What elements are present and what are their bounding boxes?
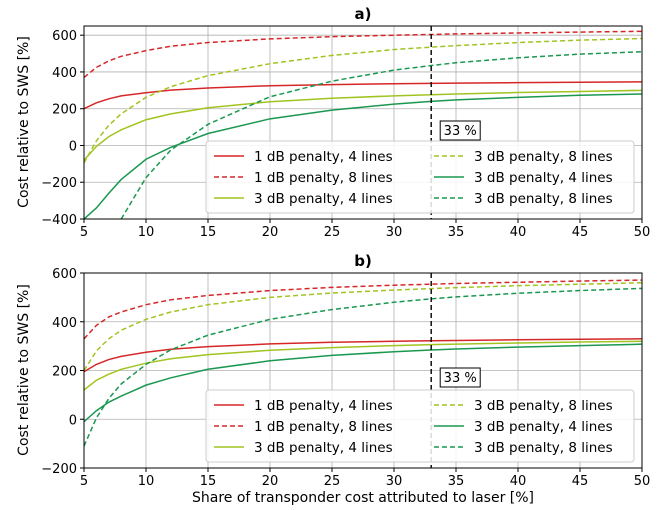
legend-label-5: 3 dB penalty, 4 lines	[474, 419, 613, 435]
x-tick-label: 10	[138, 225, 155, 240]
annotation-box	[439, 367, 481, 388]
x-tick-label: 20	[262, 474, 279, 489]
legend: 1 dB penalty, 4 lines 1 dB penalty, 8 lin…	[205, 140, 635, 214]
y-tick-label: 600	[52, 29, 77, 44]
y-axis-label: Cost relative to SWS [%]	[16, 36, 32, 208]
x-tick-label: 15	[200, 474, 217, 489]
legend-box	[205, 140, 635, 214]
y-tick-label: 600	[52, 267, 77, 282]
y-tick-label: −200	[41, 176, 77, 191]
y-tick-label: −400	[41, 213, 77, 228]
series-line-2	[84, 279, 642, 340]
panel-title: b)	[354, 252, 372, 270]
annotation-text: 33 %	[444, 371, 477, 386]
x-tick-label: 30	[386, 474, 403, 489]
series-line-6	[120, 50, 642, 219]
x-tick-label: 15	[200, 225, 217, 240]
series-line-1	[84, 81, 642, 110]
legend-label-2: 1 dB penalty, 8 lines	[254, 170, 393, 186]
series-line-5	[84, 343, 642, 423]
legend-label-4: 3 dB penalty, 8 lines	[474, 398, 613, 414]
series-line-4	[84, 37, 642, 164]
series-line-1	[84, 338, 642, 373]
y-tick-label: 400	[52, 66, 77, 81]
y-tick-label: 200	[52, 103, 77, 118]
y-tick-label: −200	[41, 462, 77, 477]
series-line-2	[84, 30, 642, 79]
y-tick-label: 400	[52, 316, 77, 331]
x-tick-label: 25	[324, 474, 341, 489]
axes-frame	[83, 25, 643, 220]
series-line-3	[84, 340, 642, 391]
legend: 1 dB penalty, 4 lines 1 dB penalty, 8 lin…	[205, 389, 635, 463]
series-line-6	[84, 287, 642, 447]
x-tick-label: 35	[448, 225, 465, 240]
x-tick-label: 25	[324, 225, 341, 240]
legend-label-5: 3 dB penalty, 4 lines	[474, 170, 613, 186]
x-tick-label: 5	[80, 474, 88, 489]
legend-label-3: 3 dB penalty, 4 lines	[254, 191, 393, 207]
y-tick-label: 0	[69, 413, 77, 428]
y-tick-label: 0	[69, 139, 77, 154]
legend-label-4: 3 dB penalty, 8 lines	[474, 149, 613, 165]
annotation-text: 33 %	[444, 124, 477, 139]
series-line-3	[84, 89, 642, 161]
x-tick-label: 30	[386, 225, 403, 240]
x-tick-label: 50	[634, 474, 651, 489]
x-tick-label: 20	[262, 225, 279, 240]
x-tick-label: 35	[448, 474, 465, 489]
legend-label-3: 3 dB penalty, 4 lines	[254, 440, 393, 456]
y-tick-label: 200	[52, 365, 77, 380]
x-tick-label: 45	[572, 225, 589, 240]
legend-label-1: 1 dB penalty, 4 lines	[254, 398, 393, 414]
panel-a: 5 10 15 20 25 30 35 40 45 50 −400 −200 0 200 400 600 a) C…	[16, 5, 650, 240]
panel-b: 5 10 15 20 25 30 35 40 45 50 −200 0 200 400 600 b) Cost …	[16, 252, 650, 506]
x-tick-label: 10	[138, 474, 155, 489]
x-tick-label: 5	[80, 225, 88, 240]
legend-box	[205, 389, 635, 463]
legend-label-1: 1 dB penalty, 4 lines	[254, 149, 393, 165]
legend-label-6: 3 dB penalty, 8 lines	[474, 191, 613, 207]
series-line-4	[84, 282, 642, 371]
x-axis-label: Share of transponder cost attributed to …	[192, 490, 534, 506]
series-group	[84, 30, 642, 219]
x-tick-label: 45	[572, 474, 589, 489]
x-tick-label: 40	[510, 474, 527, 489]
series-group	[84, 279, 642, 447]
series-line-5	[84, 93, 642, 219]
legend-label-2: 1 dB penalty, 8 lines	[254, 419, 393, 435]
legend-label-6: 3 dB penalty, 8 lines	[474, 440, 613, 456]
x-tick-label: 50	[634, 225, 651, 240]
y-axis-label: Cost relative to SWS [%]	[16, 284, 32, 456]
annotation-box	[439, 120, 481, 141]
panel-title: a)	[355, 5, 372, 23]
x-tick-label: 40	[510, 225, 527, 240]
